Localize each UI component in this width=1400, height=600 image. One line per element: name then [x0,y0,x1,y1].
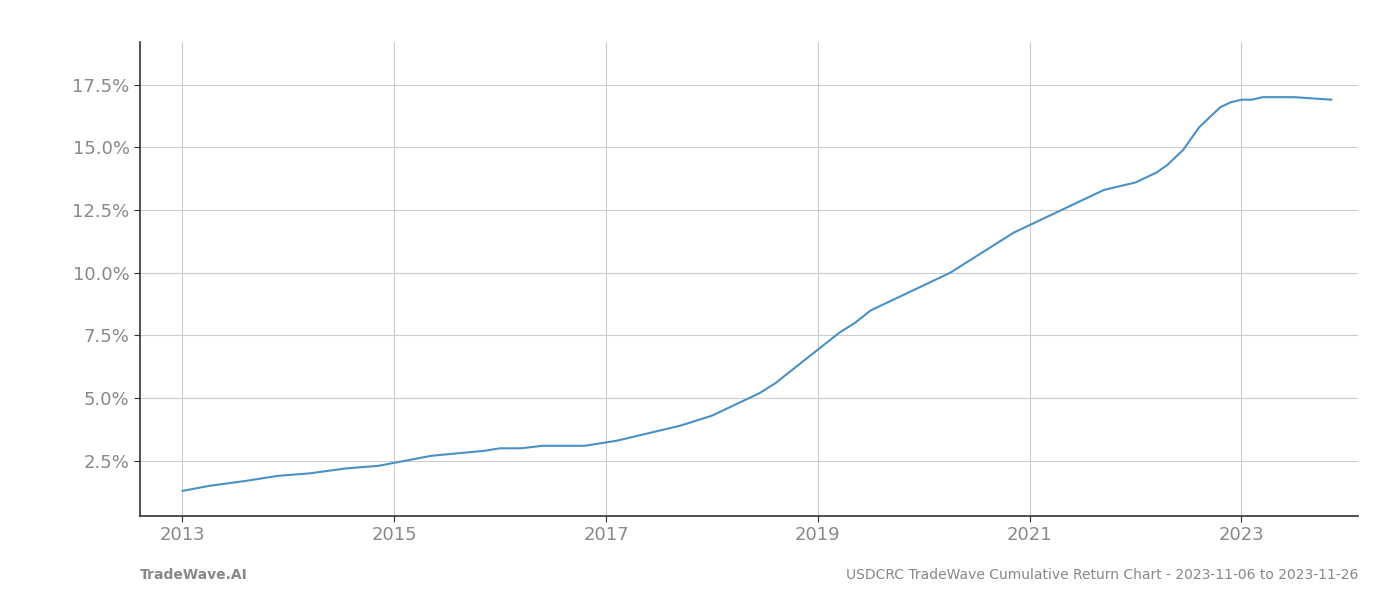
Text: USDCRC TradeWave Cumulative Return Chart - 2023-11-06 to 2023-11-26: USDCRC TradeWave Cumulative Return Chart… [846,568,1358,582]
Text: TradeWave.AI: TradeWave.AI [140,568,248,582]
